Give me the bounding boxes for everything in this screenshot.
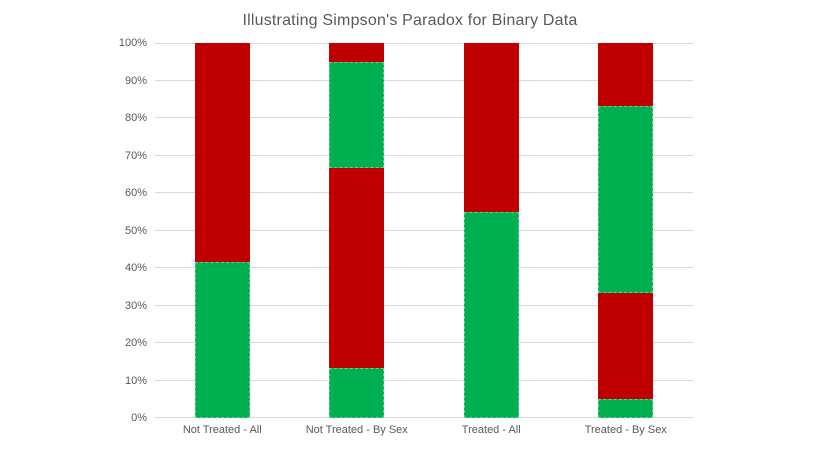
x-axis-label: Treated - By Sex: [584, 424, 667, 436]
bar-segment-green: [194, 261, 250, 418]
gridline: [155, 342, 693, 343]
bar-segment-green: [598, 105, 654, 294]
y-tick-label: 100%: [118, 37, 147, 49]
gridline: [155, 305, 693, 306]
y-axis-labels: 0% 10% 20% 30% 40% 50% 60% 70% 80% 90% 100%: [0, 37, 147, 424]
bar-segment-red: [329, 43, 385, 62]
y-tick-label: 0%: [131, 412, 147, 424]
bar-column: [329, 43, 385, 418]
y-tick-label: 80%: [124, 112, 147, 124]
gridline: [155, 417, 693, 418]
chart-title: Illustrating Simpson's Paradox for Binar…: [242, 12, 578, 29]
bar-segment-green: [463, 211, 519, 418]
x-axis-label: Not Treated - All: [182, 424, 262, 436]
bar-segment-green: [598, 399, 654, 418]
y-tick-label: 10%: [124, 375, 147, 387]
gridline: [155, 230, 693, 231]
gridline: [155, 267, 693, 268]
x-axis-label: Treated - All: [461, 424, 521, 436]
bar-segment-red: [598, 43, 654, 106]
gridline: [155, 155, 693, 156]
y-tick-label: 90%: [124, 75, 147, 87]
y-tick-label: 40%: [124, 262, 147, 274]
gridline: [155, 80, 693, 81]
gridline: [155, 380, 693, 381]
gridline: [155, 192, 693, 193]
x-axis-labels: Not Treated - All Not Treated - By Sex Tre…: [155, 424, 693, 440]
bar-segment-red: [329, 168, 385, 369]
bar-segment-green: [329, 61, 385, 168]
y-tick-label: 70%: [124, 150, 147, 162]
gridline: [155, 43, 693, 44]
x-axis-label: Not Treated - By Sex: [305, 424, 408, 436]
y-tick-label: 30%: [124, 300, 147, 312]
bar-segment-red: [598, 293, 654, 400]
bar-segment-red: [194, 43, 250, 262]
bar-column: [463, 43, 519, 418]
gridline: [155, 117, 693, 118]
y-tick-label: 50%: [124, 225, 147, 237]
y-tick-label: 20%: [124, 337, 147, 349]
y-tick-label: 60%: [124, 187, 147, 199]
bar-column: [194, 43, 250, 418]
plot-area: [155, 43, 693, 418]
bar-segment-green: [329, 368, 385, 418]
bar-segment-red: [463, 43, 519, 212]
bar-column: [598, 43, 654, 418]
